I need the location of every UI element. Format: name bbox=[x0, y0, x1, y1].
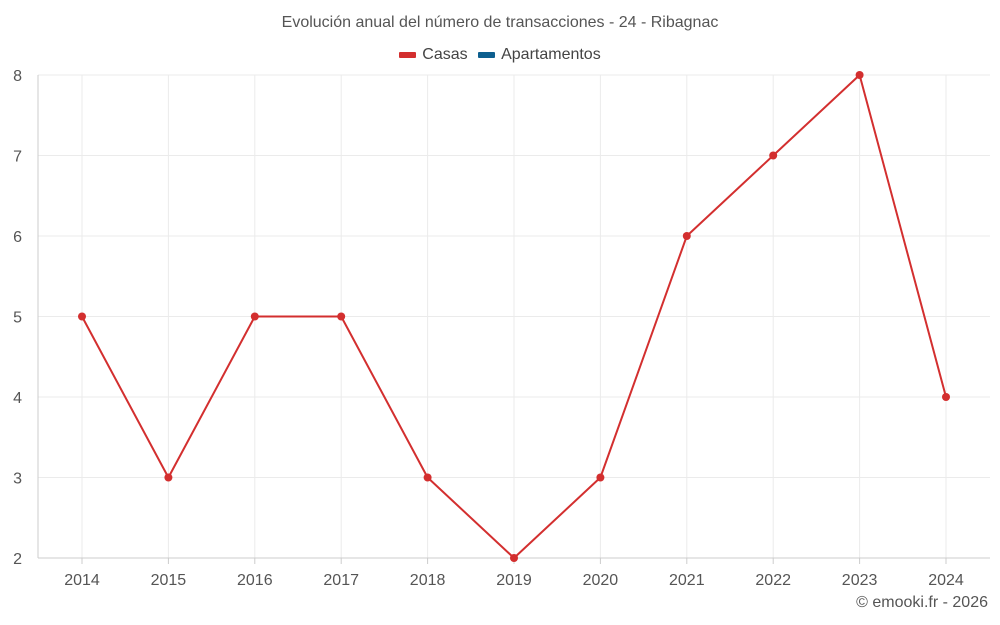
data-point-casas[interactable] bbox=[682, 232, 691, 240]
data-point-casas[interactable] bbox=[942, 393, 950, 401]
data-point-casas[interactable] bbox=[78, 312, 86, 321]
x-tick-label: 2018 bbox=[410, 572, 446, 589]
legend-swatch-apartamentos bbox=[478, 52, 496, 58]
legend-label-casas: Casas bbox=[422, 46, 468, 63]
data-point-casas[interactable] bbox=[855, 71, 864, 79]
x-tick-label: 2022 bbox=[755, 572, 791, 589]
data-point-casas[interactable] bbox=[164, 473, 173, 482]
series-layer bbox=[78, 71, 950, 562]
y-tick-label: 4 bbox=[13, 390, 22, 407]
y-tick-label: 2 bbox=[13, 551, 22, 568]
x-tick-label: 2023 bbox=[842, 572, 878, 589]
y-tick-label: 5 bbox=[13, 310, 22, 327]
y-tick-label: 3 bbox=[13, 471, 22, 488]
data-point-casas[interactable] bbox=[337, 312, 346, 321]
x-tick-label: 2016 bbox=[237, 572, 273, 589]
y-tick-label: 6 bbox=[13, 229, 22, 246]
x-tick-label: 2020 bbox=[583, 572, 619, 589]
x-tick-label: 2015 bbox=[151, 572, 187, 589]
data-point-casas[interactable] bbox=[769, 151, 778, 160]
data-point-casas[interactable] bbox=[510, 554, 518, 562]
x-tick-label: 2024 bbox=[928, 572, 964, 589]
grid bbox=[38, 74, 990, 559]
legend-item-casas[interactable]: Casas bbox=[399, 46, 468, 64]
legend-swatch-casas bbox=[399, 52, 417, 58]
legend: Casas Apartamentos bbox=[0, 45, 1000, 64]
data-point-casas[interactable] bbox=[250, 312, 259, 321]
legend-label-apartamentos: Apartamentos bbox=[501, 46, 601, 63]
legend-item-apartamentos[interactable]: Apartamentos bbox=[478, 46, 601, 64]
y-tick-label: 8 bbox=[13, 68, 22, 85]
x-tick-label: 2021 bbox=[669, 572, 705, 589]
x-tick-label: 2017 bbox=[323, 572, 359, 589]
data-point-casas[interactable] bbox=[596, 473, 605, 482]
axes: 2 3 4 5 6 7 8 2014 2015 2016 2017 2018 2019 2020 2021 2… bbox=[13, 68, 990, 589]
chart-title: Evolución anual del número de transaccio… bbox=[281, 14, 719, 31]
footer-credit: © emooki.fr - 2026 bbox=[856, 594, 988, 611]
x-tick-label: 2019 bbox=[496, 572, 532, 589]
data-point-casas[interactable] bbox=[423, 473, 432, 482]
y-tick-label: 7 bbox=[13, 149, 22, 166]
x-tick-label: 2014 bbox=[64, 572, 100, 589]
